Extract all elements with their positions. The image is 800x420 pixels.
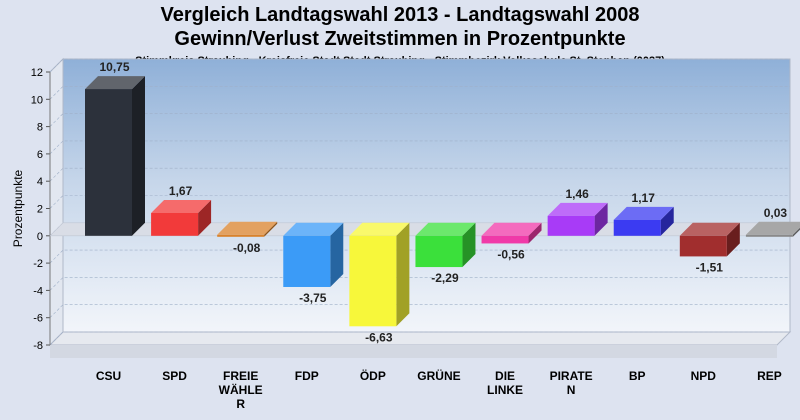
data-label: 10,75 (99, 60, 129, 74)
y-tick-label: 4 (37, 176, 43, 188)
bar-top (349, 222, 410, 236)
x-tick-label: FDP (295, 369, 319, 383)
bar-front (349, 235, 397, 327)
gridline (49, 86, 790, 100)
y-tick-label: 2 (37, 204, 43, 216)
y-tick-label: -2 (33, 258, 43, 270)
gridline (49, 140, 790, 155)
bar-piraten (547, 202, 608, 236)
bar-side (330, 222, 344, 287)
gridline (49, 331, 790, 346)
y-tick-label: 0 (37, 231, 43, 243)
x-tick-label: REP (757, 369, 782, 383)
bar-top (481, 222, 542, 236)
bar-top (415, 222, 476, 236)
gridline (49, 113, 790, 127)
bar-side (594, 202, 608, 236)
chart-title: Vergleich Landtagswahl 2013 - Landtagswa… (160, 4, 640, 26)
data-label: -0,56 (497, 247, 525, 261)
bar-front (85, 89, 132, 236)
bar-top (745, 221, 800, 235)
bar-side (660, 206, 674, 236)
bar-rep (745, 221, 800, 237)
bar-spd (151, 200, 212, 236)
bar-freie-wähler (217, 221, 278, 237)
data-label: -0,08 (233, 241, 261, 255)
bar-grüne (415, 222, 476, 268)
y-tick-label: 6 (37, 149, 43, 161)
bar-die-linke (481, 222, 542, 244)
bar-top (85, 76, 145, 90)
gridline (49, 195, 790, 209)
data-label: 0,03 (764, 206, 788, 220)
bar-side (528, 222, 542, 244)
x-tick-label: ÖDP (360, 368, 386, 383)
bar-top (613, 206, 674, 220)
data-label: -2,29 (431, 271, 459, 285)
bar-ödp (349, 222, 410, 327)
data-label: 1,46 (565, 187, 589, 201)
gridline (49, 167, 790, 182)
bar-side (132, 76, 145, 236)
bar-front (151, 213, 199, 236)
bar-side (396, 222, 410, 327)
x-tick-label: DIE LINKE (487, 369, 523, 397)
bar-side (264, 221, 278, 237)
bar-side (726, 222, 740, 257)
bar-top (679, 222, 740, 236)
bar-top (217, 221, 278, 235)
x-tick-label: GRÜNE (417, 368, 460, 383)
y-tick-label: -4 (33, 285, 43, 297)
data-label: 1,67 (169, 184, 193, 198)
bar-side (198, 200, 212, 236)
bar-front (547, 215, 595, 236)
x-tick-label: BP (629, 369, 646, 383)
bar-front (613, 219, 661, 236)
bar-top (547, 202, 608, 216)
chart-subtitle: Gewinn/Verlust Zweitstimmen in Prozentpu… (174, 28, 626, 50)
bar-bp (613, 206, 674, 236)
y-tick-label: 8 (37, 122, 43, 134)
bar-top (151, 200, 212, 214)
plot-floor (48, 331, 792, 346)
data-label: 1,17 (632, 191, 656, 205)
bar-npd (679, 222, 740, 257)
data-label: -3,75 (299, 291, 327, 305)
y-tick-label: -6 (33, 313, 43, 325)
y-tick-label: 10 (31, 94, 43, 106)
bar-front (283, 235, 331, 287)
gridline (49, 249, 790, 264)
bar-fdp (283, 222, 344, 287)
bar-side (792, 227, 800, 237)
bar-front (217, 234, 265, 237)
bar-front (481, 235, 529, 244)
bar-csu (85, 76, 145, 236)
bar-top (283, 222, 344, 236)
bar-side (462, 222, 476, 268)
gridline (49, 58, 790, 73)
x-tick-label: PIRATE N (550, 369, 593, 397)
bar-front (415, 235, 463, 268)
x-tick-label: SPD (162, 369, 187, 383)
y-axis-label: Prozentpunkte (11, 169, 25, 247)
x-tick-label: CSU (96, 369, 121, 383)
y-tick-label: 12 (31, 67, 43, 79)
bar-front (745, 234, 793, 237)
data-label: -1,51 (696, 260, 724, 274)
y-tick-label: -8 (33, 340, 43, 352)
plot-floor-front (50, 345, 777, 358)
x-tick-label: FREIE WÄHLE R (219, 369, 263, 411)
gridline (49, 277, 790, 291)
plot-side-wall (49, 57, 64, 347)
x-tick-label: NPD (691, 369, 717, 383)
gridline (49, 304, 790, 318)
data-label: -6,63 (365, 330, 393, 344)
bar-front (679, 235, 727, 257)
